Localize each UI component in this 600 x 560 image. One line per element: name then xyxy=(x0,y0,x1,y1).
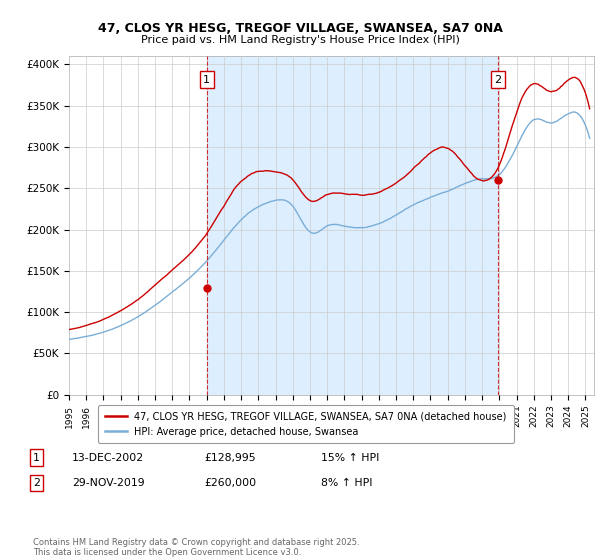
Text: 1: 1 xyxy=(203,74,210,85)
Text: 15% ↑ HPI: 15% ↑ HPI xyxy=(321,452,379,463)
Text: 1: 1 xyxy=(33,452,40,463)
Text: 2: 2 xyxy=(494,74,502,85)
Text: 47, CLOS YR HESG, TREGOF VILLAGE, SWANSEA, SA7 0NA: 47, CLOS YR HESG, TREGOF VILLAGE, SWANSE… xyxy=(98,22,502,35)
Text: £260,000: £260,000 xyxy=(204,478,256,488)
Legend: 47, CLOS YR HESG, TREGOF VILLAGE, SWANSEA, SA7 0NA (detached house), HPI: Averag: 47, CLOS YR HESG, TREGOF VILLAGE, SWANSE… xyxy=(98,405,514,444)
Text: 2: 2 xyxy=(33,478,40,488)
Bar xyxy=(207,56,498,395)
Text: 13-DEC-2002: 13-DEC-2002 xyxy=(72,452,144,463)
Text: Price paid vs. HM Land Registry's House Price Index (HPI): Price paid vs. HM Land Registry's House … xyxy=(140,35,460,45)
Text: 29-NOV-2019: 29-NOV-2019 xyxy=(72,478,145,488)
Text: £128,995: £128,995 xyxy=(204,452,256,463)
Text: 8% ↑ HPI: 8% ↑ HPI xyxy=(321,478,373,488)
Text: Contains HM Land Registry data © Crown copyright and database right 2025.
This d: Contains HM Land Registry data © Crown c… xyxy=(33,538,359,557)
